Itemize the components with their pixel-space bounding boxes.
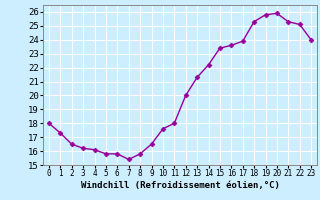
X-axis label: Windchill (Refroidissement éolien,°C): Windchill (Refroidissement éolien,°C) xyxy=(81,181,279,190)
